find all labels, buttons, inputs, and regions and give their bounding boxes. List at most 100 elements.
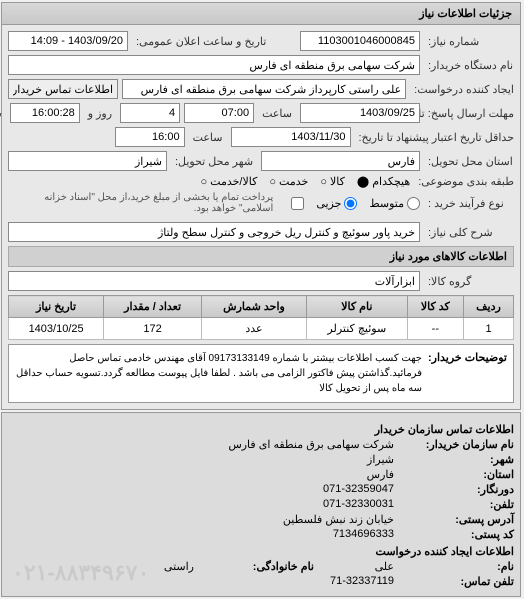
contact-row-org: نام سازمان خریدار: شرکت سهامی برق منطقه …: [9, 438, 515, 451]
goods-section-title: اطلاعات کالاهای مورد نیاز: [9, 246, 515, 267]
goods-group-label: گروه کالا:: [425, 275, 515, 288]
row-buyer: نام دستگاه خریدار:: [9, 55, 515, 75]
remain-label: ساعت باقی مانده: [0, 107, 7, 120]
fax-val: 071-32359047: [324, 483, 395, 496]
col-name: نام کالا: [307, 296, 408, 318]
cprov-val: فارس: [368, 468, 395, 481]
address-val: خیابان زند نبش فلسطین: [284, 513, 395, 526]
creator-header: اطلاعات ایجاد کننده درخواست: [9, 545, 515, 558]
col-unit: واحد شمارش: [203, 296, 308, 318]
cell-date: 1403/10/25: [10, 318, 105, 340]
contact-row-province: استان: فارس: [9, 468, 515, 481]
purchase-radios: متوسط جزیی پرداخت تمام یا بخشی از مبلغ خ…: [9, 192, 421, 214]
cell-qty: 172: [105, 318, 203, 340]
goods-group-field[interactable]: [9, 271, 421, 291]
opt-mid-radio[interactable]: [408, 197, 421, 210]
contact-btn[interactable]: [9, 79, 119, 99]
table-row[interactable]: 1 -- سوئیچ کنترلر عدد 172 1403/10/25: [10, 318, 515, 340]
ccity-label: شهر:: [395, 453, 515, 466]
opt-mid-label: متوسط: [370, 197, 405, 210]
opt-both[interactable]: کالا/خدمت ○: [201, 175, 258, 188]
contact-panel: اطلاعات تماس سازمان خریدار نام سازمان خر…: [2, 412, 522, 597]
announce-field[interactable]: [9, 31, 129, 51]
row-req-no: شماره نیاز: تاریخ و ساعت اعلان عمومی:: [9, 31, 515, 51]
creator-field[interactable]: [123, 79, 407, 99]
time-label-2: ساعت: [190, 131, 228, 144]
deadline-to-time[interactable]: [116, 127, 186, 147]
deadline-days[interactable]: [121, 103, 181, 123]
row-purchase: نوع فرآیند خرید : متوسط جزیی پرداخت تمام…: [9, 192, 515, 214]
contact-row-name: نام: علی نام خانوادگی: راستی: [9, 560, 515, 573]
cell-row: 1: [465, 318, 515, 340]
name-val: علی: [315, 560, 395, 573]
city-label: شهر محل تحویل:: [172, 155, 258, 168]
contact-row-address: آدرس پستی: خیابان زند نبش فلسطین: [9, 513, 515, 526]
opt-goods[interactable]: کالا ○: [321, 175, 346, 188]
province-label: استان محل تحویل:: [425, 155, 515, 168]
purchase-note: پرداخت تمام یا بخشی از مبلغ خرید،از محل …: [9, 192, 274, 214]
opt-none[interactable]: هیچکدام ⬤: [358, 175, 411, 188]
contact-row-city: شهر: شیراز: [9, 453, 515, 466]
deadline-from-label: مهلت ارسال پاسخ: تا: [425, 107, 515, 120]
buyer-field[interactable]: [9, 55, 421, 75]
cell-name: سوئیچ کنترلر: [307, 318, 408, 340]
col-qty: تعداد / مقدار: [105, 296, 203, 318]
name-label: نام:: [395, 560, 515, 573]
details-panel: جزئیات اطلاعات نیاز شماره نیاز: تاریخ و …: [2, 2, 522, 410]
req-no-field[interactable]: [301, 31, 421, 51]
contact-row-phone: تلفن: 071-32330031: [9, 498, 515, 511]
days-label: روز و: [85, 107, 117, 120]
deadline-to-date[interactable]: [232, 127, 352, 147]
contact-row-fax: دورنگار: 071-32359047: [9, 483, 515, 496]
postal-label: کد پستی:: [395, 528, 515, 541]
row-goods-group: گروه کالا:: [9, 271, 515, 291]
fax-label: دورنگار:: [395, 483, 515, 496]
announce-label: تاریخ و ساعت اعلان عمومی:: [133, 35, 271, 48]
cell-unit: عدد: [203, 318, 308, 340]
desc-box: توضیحات خریدار: جهت کسب اطلاعات بیشتر با…: [9, 344, 515, 403]
cprov-label: استان:: [395, 468, 515, 481]
need-title-field[interactable]: [9, 222, 421, 242]
cell-code: --: [408, 318, 464, 340]
city-field[interactable]: [9, 151, 168, 171]
grouping-radios: هیچکدام ⬤ کالا ○ خدمت ○ کالا/خدمت ○: [201, 175, 411, 188]
row-grouping: طبقه بندی موضوعی: هیچکدام ⬤ کالا ○ خدمت …: [9, 175, 515, 188]
row-deadline-from: مهلت ارسال پاسخ: تا ساعت روز و ساعت باقی…: [9, 103, 515, 123]
opt-mid[interactable]: متوسط: [370, 197, 421, 210]
phone-val: 071-32330031: [324, 498, 395, 511]
col-date: تاریخ نیاز: [10, 296, 105, 318]
address-label: آدرس پستی:: [395, 513, 515, 526]
col-row: ردیف: [465, 296, 515, 318]
province-field[interactable]: [262, 151, 421, 171]
deadline-from-date[interactable]: [301, 103, 421, 123]
row-need-title: شرح کلی نیاز:: [9, 222, 515, 242]
goods-table: ردیف کد کالا نام کالا واحد شمارش تعداد /…: [9, 295, 515, 340]
deadline-remain[interactable]: [11, 103, 81, 123]
time-label-1: ساعت: [259, 107, 297, 120]
purchase-label: نوع فرآیند خرید :: [425, 197, 515, 210]
panel-body: شماره نیاز: تاریخ و ساعت اعلان عمومی: نا…: [3, 25, 521, 409]
buyer-label: نام دستگاه خریدار:: [425, 59, 515, 72]
phone-label: تلفن:: [395, 498, 515, 511]
opt-service[interactable]: خدمت ○: [270, 175, 309, 188]
col-code: کد کالا: [408, 296, 464, 318]
row-deadline-to: حداقل تاریخ اعتبار پیشنهاد تا تاریخ: ساع…: [9, 127, 515, 147]
cphone-val: 71-32337119: [331, 575, 395, 588]
opt-partial-label: جزیی: [317, 197, 342, 210]
table-header-row: ردیف کد کالا نام کالا واحد شمارش تعداد /…: [10, 296, 515, 318]
deadline-from-time[interactable]: [185, 103, 255, 123]
desc-label: توضیحات خریدار:: [423, 351, 508, 396]
req-no-label: شماره نیاز:: [425, 35, 515, 48]
note-checkbox[interactable]: [292, 197, 305, 210]
opt-partial[interactable]: جزیی: [317, 197, 358, 210]
contact-row-cphone: تلفن تماس: 71-32337119: [9, 575, 515, 588]
opt-partial-radio[interactable]: [345, 197, 358, 210]
need-title-label: شرح کلی نیاز:: [425, 226, 515, 239]
deadline-to-label: حداقل تاریخ اعتبار پیشنهاد تا تاریخ:: [356, 131, 516, 144]
contact-header: اطلاعات تماس سازمان خریدار: [9, 423, 515, 436]
row-creator: ایجاد کننده درخواست:: [9, 79, 515, 99]
creator-label: ایجاد کننده درخواست:: [411, 83, 515, 96]
panel-title: جزئیات اطلاعات نیاز: [3, 3, 521, 25]
row-location: استان محل تحویل: شهر محل تحویل:: [9, 151, 515, 171]
contact-row-postal: کد پستی: 7134696333: [9, 528, 515, 541]
